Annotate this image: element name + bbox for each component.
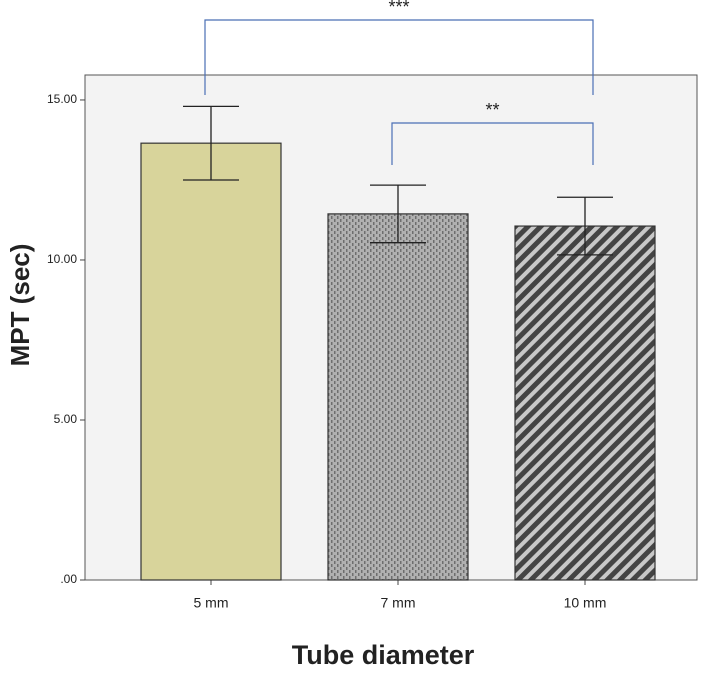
significance-bracket xyxy=(391,122,594,165)
significance-label: *** xyxy=(388,0,409,17)
bar xyxy=(140,142,282,581)
x-tick-label: 7 mm xyxy=(381,595,416,611)
y-tick-label: .00 xyxy=(60,572,77,586)
bar xyxy=(514,225,656,581)
y-tick-label: 5.00 xyxy=(54,412,78,426)
x-tick-label: 5 mm xyxy=(194,595,229,611)
significance-bracket xyxy=(204,19,594,95)
x-axis-title: Tube diameter xyxy=(292,640,475,670)
significance-label: ** xyxy=(485,100,499,120)
y-tick-label: 10.00 xyxy=(47,252,77,266)
error-bar xyxy=(370,184,426,244)
error-bar xyxy=(557,196,613,256)
bar xyxy=(327,213,469,581)
y-tick-label: 15.00 xyxy=(47,92,77,106)
x-tick-label: 10 mm xyxy=(564,595,607,611)
error-bar xyxy=(183,105,239,181)
y-axis-title: MPT (sec) xyxy=(5,244,35,367)
